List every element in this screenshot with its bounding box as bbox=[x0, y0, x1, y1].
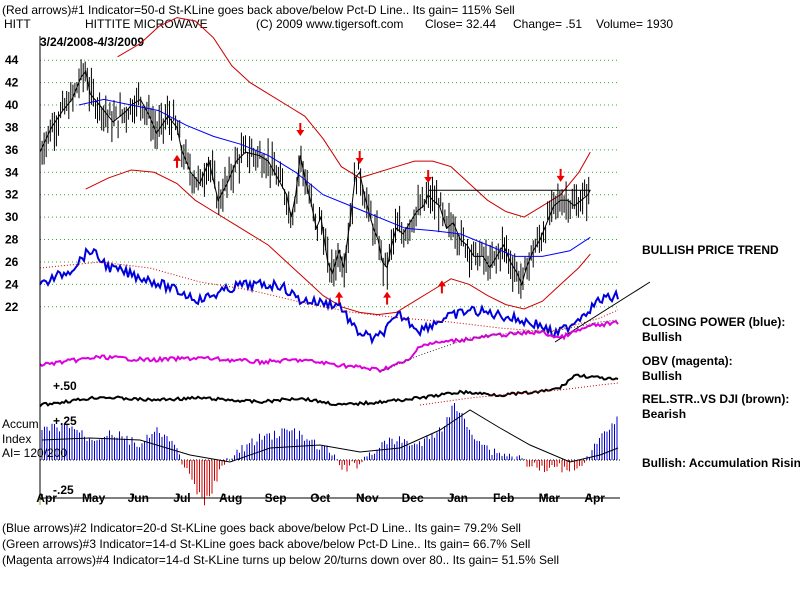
closing-power-line bbox=[39, 246, 619, 345]
company-label: HITTITE MICROWAVE bbox=[85, 17, 208, 31]
price-y-axis: 22 24 26 28 30 32 34 36 38 40 42 44 bbox=[5, 53, 19, 314]
trend-label: BULLISH PRICE TREND bbox=[642, 243, 779, 257]
relstr-level-label: +.50 bbox=[53, 379, 77, 393]
lower-band-line bbox=[85, 169, 591, 316]
red-arrow-up-5 bbox=[383, 291, 392, 305]
accum-note: Bullish: Accumulation Rising bbox=[642, 456, 800, 470]
closing-power-value: Bullish bbox=[642, 330, 682, 344]
arrow-head bbox=[335, 291, 344, 298]
arrow-head bbox=[355, 157, 364, 164]
accum-index-label: Index bbox=[2, 432, 31, 446]
relstr-value: Bearish bbox=[642, 407, 686, 421]
y-tick-44: 44 bbox=[5, 53, 19, 67]
accum-title: Accum bbox=[2, 417, 39, 431]
arrow-head bbox=[383, 291, 392, 298]
arrow-head bbox=[173, 154, 182, 161]
arrow-head bbox=[424, 177, 433, 184]
y-tick-30: 30 bbox=[5, 210, 19, 224]
obv-line bbox=[39, 320, 619, 373]
y-tick-40: 40 bbox=[5, 98, 19, 112]
red-arrow-down-3 bbox=[424, 170, 433, 184]
y-tick-24: 24 bbox=[5, 277, 19, 291]
date-range-label: 3/24/2008-4/3/2009 bbox=[40, 35, 144, 49]
upper-band-line bbox=[117, 17, 591, 218]
obv-title: OBV (magenta): bbox=[642, 354, 733, 368]
red-arrow-up-6 bbox=[437, 280, 446, 294]
y-tick-36: 36 bbox=[5, 143, 19, 157]
relstr-title: REL.STR..VS DJI (brown): bbox=[642, 392, 789, 406]
change-label: Change= .51 bbox=[513, 17, 582, 31]
y-tick-26: 26 bbox=[5, 255, 19, 269]
volume-label: Volume= 1930 bbox=[596, 17, 673, 31]
closing-power-trendline bbox=[554, 281, 651, 343]
red-arrow-down-1 bbox=[296, 122, 305, 136]
arrow-head bbox=[296, 129, 305, 136]
footer-line-2: (Blue arrows)#2 Indicator=20-d St-KLine … bbox=[2, 521, 521, 535]
y-tick-22: 22 bbox=[5, 300, 19, 314]
accum-top-label: +.25 bbox=[53, 414, 77, 428]
copyright-label: (C) 2009 www.tigersoft.com bbox=[256, 17, 403, 31]
header-indicator-line: (Red arrows)#1 Indicator=50-d St-KLine g… bbox=[2, 3, 515, 17]
y-tick-34: 34 bbox=[5, 165, 19, 179]
y-tick-38: 38 bbox=[5, 120, 19, 134]
close-label: Close= 32.44 bbox=[425, 17, 496, 31]
y-tick-32: 32 bbox=[5, 188, 19, 202]
price-series bbox=[39, 59, 591, 299]
moving-average-line bbox=[78, 98, 591, 257]
red-arrow-down-2 bbox=[355, 150, 364, 164]
red-arrow-up-0 bbox=[173, 154, 182, 168]
ai-value-label: AI= 120/200 bbox=[2, 446, 67, 460]
closing-power-average bbox=[39, 261, 619, 333]
red-arrow-up-4 bbox=[335, 291, 344, 305]
y-tick-42: 42 bbox=[5, 76, 19, 90]
signal-arrows bbox=[173, 122, 565, 305]
accum-bottom-label: -.25 bbox=[53, 483, 74, 497]
accumulation-histogram bbox=[40, 403, 620, 506]
symbol-label: HITT bbox=[4, 17, 31, 31]
arrow-head bbox=[556, 175, 565, 182]
trading-bands bbox=[85, 17, 591, 316]
rel-strength-line bbox=[39, 373, 619, 408]
y-tick-28: 28 bbox=[5, 233, 19, 247]
obv-value: Bullish bbox=[642, 369, 682, 383]
red-arrow-down-7 bbox=[556, 168, 565, 182]
closing-power-title: CLOSING POWER (blue): bbox=[642, 315, 785, 329]
footer-line-4: (Magenta arrows)#4 Indicator=14-d St-KLi… bbox=[2, 553, 559, 567]
arrow-head bbox=[437, 280, 446, 287]
price-bars bbox=[39, 59, 590, 299]
price-close-line bbox=[39, 70, 591, 286]
rel-strength-average bbox=[419, 382, 619, 406]
indicator-lines bbox=[39, 246, 651, 408]
accum-average-line bbox=[41, 409, 619, 463]
footer-line-3: (Green arrows)#3 Indicator=14-d St-KLine… bbox=[2, 537, 530, 551]
